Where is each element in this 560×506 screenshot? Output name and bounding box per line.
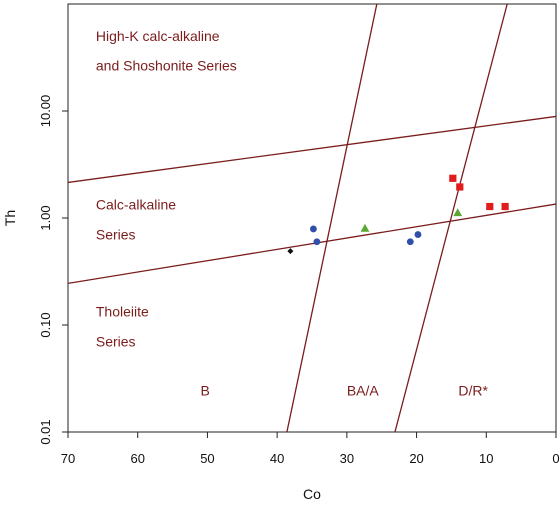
y-tick-label: 10.00: [38, 95, 53, 128]
point-diamond: [287, 248, 294, 255]
point-square: [501, 202, 509, 211]
boundary-line-upper: [68, 115, 556, 184]
x-axis-title: Co: [303, 486, 321, 502]
boundary-line-D-R: [394, 4, 508, 432]
x-tick-label: 0: [552, 451, 559, 466]
point-triangle: [453, 208, 463, 217]
region-label-6: B: [200, 382, 209, 398]
point-circle: [406, 238, 414, 246]
x-tick-label: 40: [270, 451, 284, 466]
y-axis-title: Th: [2, 210, 18, 226]
point-circle: [313, 238, 321, 246]
x-tick-label: 60: [130, 451, 144, 466]
boundary-lines: [68, 4, 556, 432]
point-square: [486, 202, 494, 211]
x-tick-label: 10: [479, 451, 493, 466]
point-circle: [309, 225, 317, 233]
axes: 70 60 50 40 30 20 10 0 0.01 0.10 1.00 10.00: [38, 95, 560, 466]
boundary-line-lower: [68, 203, 556, 285]
data-points: [287, 174, 509, 255]
region-label-5: Series: [96, 333, 136, 349]
region-label-0: High-K calc-alkaline: [96, 28, 220, 44]
region-labels: High-K calc-alkaline and Shoshonite Serie…: [96, 28, 489, 398]
point-circle: [414, 231, 422, 238]
y-tick-label: 1.00: [38, 205, 53, 230]
region-label-8: D/R*: [458, 382, 488, 398]
region-label-1: and Shoshonite Series: [96, 57, 237, 73]
y-tick-label: 0.01: [38, 419, 53, 444]
point-triangle: [360, 223, 370, 232]
region-label-4: Tholeiite: [96, 304, 149, 320]
boundary-line-BA-A: [286, 4, 378, 432]
region-label-2: Calc-alkaline: [96, 197, 176, 213]
x-tick-label: 50: [200, 451, 214, 466]
point-square: [456, 183, 464, 191]
x-tick-label: 30: [340, 451, 354, 466]
point-square: [449, 174, 457, 182]
region-label-3: Series: [96, 226, 136, 242]
x-tick-label: 20: [409, 451, 423, 466]
y-tick-label: 0.10: [38, 312, 53, 337]
region-label-7: BA/A: [347, 382, 380, 398]
x-tick-label: 70: [61, 451, 75, 466]
